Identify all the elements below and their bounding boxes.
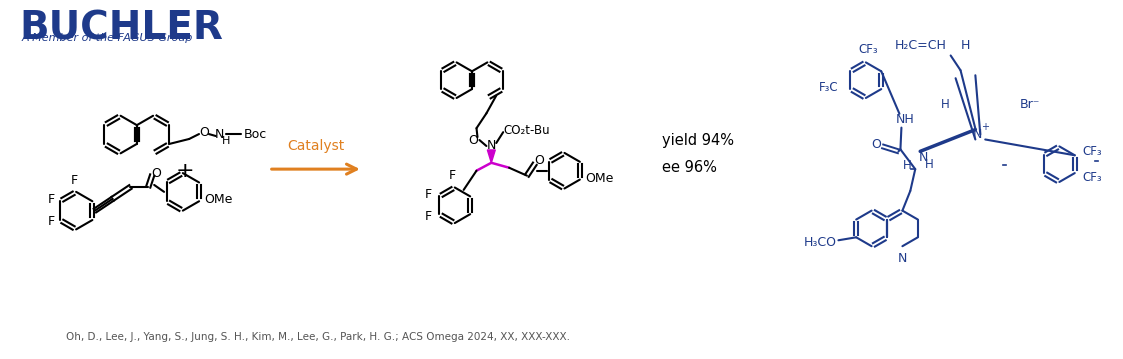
Text: F₃C: F₃C [819, 81, 839, 94]
Text: CF₃: CF₃ [1083, 145, 1103, 158]
Text: N: N [486, 140, 496, 153]
Text: H: H [961, 39, 970, 52]
Text: F: F [48, 215, 55, 228]
Polygon shape [487, 150, 495, 163]
Text: Br⁻: Br⁻ [1020, 98, 1040, 111]
Text: Oh, D., Lee, J., Yang, S., Jung, S. H., Kim, M., Lee, G., Park, H. G.; ACS Omega: Oh, D., Lee, J., Yang, S., Jung, S. H., … [66, 332, 570, 342]
Text: F: F [48, 193, 55, 206]
Text: BUCHLER: BUCHLER [20, 9, 223, 47]
Text: O: O [152, 167, 161, 180]
Text: H: H [924, 158, 933, 171]
Text: H: H [221, 136, 230, 146]
Text: H₂C=CH: H₂C=CH [895, 39, 947, 52]
Text: +: + [982, 122, 989, 132]
Text: CF₃: CF₃ [1083, 171, 1103, 183]
Text: CO₂t-Bu: CO₂t-Bu [503, 124, 550, 137]
Text: F: F [71, 174, 77, 187]
Text: F: F [424, 210, 431, 223]
Text: H: H [941, 98, 950, 111]
Text: yield 94%
ee 96%: yield 94% ee 96% [663, 133, 734, 175]
Text: OMe: OMe [585, 172, 613, 185]
Text: A Member of the FAGUS Group: A Member of the FAGUS Group [21, 33, 193, 43]
Text: F: F [449, 169, 456, 182]
Text: N: N [973, 128, 982, 141]
Text: N: N [919, 151, 928, 164]
Text: Catalyst: Catalyst [287, 139, 345, 153]
Text: O: O [533, 154, 544, 167]
Text: N: N [897, 252, 907, 265]
Text: O: O [199, 126, 209, 139]
Text: O: O [468, 134, 478, 146]
Text: NH: NH [896, 113, 915, 126]
Text: CF₃: CF₃ [858, 43, 878, 56]
Text: F: F [424, 188, 431, 201]
Text: OMe: OMe [204, 193, 232, 206]
Text: H₃CO: H₃CO [803, 236, 837, 249]
Text: N: N [216, 127, 225, 140]
Text: O: O [870, 138, 880, 151]
Text: H: H [903, 159, 912, 172]
Text: +: + [175, 161, 194, 181]
Text: Boc: Boc [244, 127, 267, 140]
